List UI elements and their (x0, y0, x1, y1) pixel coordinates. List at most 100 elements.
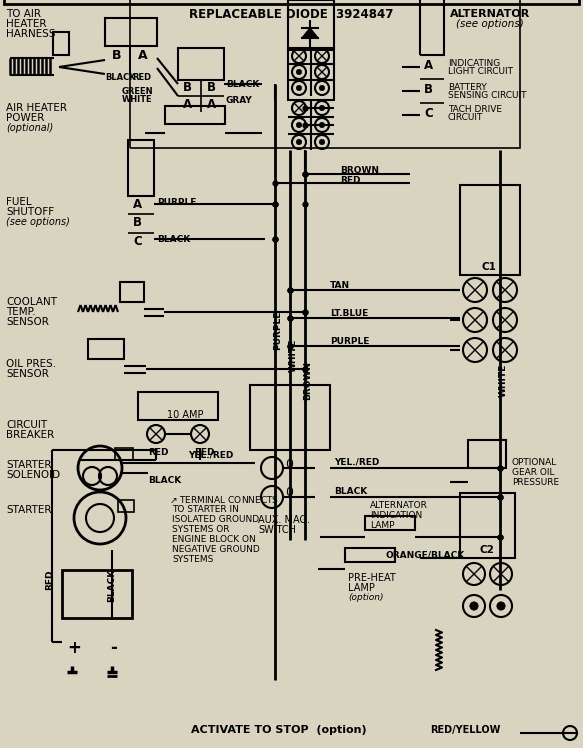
Text: 0: 0 (285, 486, 293, 500)
Text: 0: 0 (285, 458, 293, 470)
Bar (345, 548, 395, 562)
Text: BREAKER: BREAKER (6, 430, 54, 440)
Text: YEL./RED: YEL./RED (334, 458, 380, 467)
Text: RED: RED (340, 176, 360, 185)
Text: WHITE: WHITE (289, 338, 297, 372)
Text: LIGHT CIRCUIT: LIGHT CIRCUIT (448, 67, 513, 76)
Text: -: - (111, 639, 117, 657)
Text: SENSOR: SENSOR (6, 369, 49, 379)
Text: TACH DRIVE: TACH DRIVE (448, 105, 502, 114)
Text: INDICATING: INDICATING (448, 58, 500, 67)
Text: BLACK: BLACK (105, 73, 136, 82)
Text: BATTERY: BATTERY (448, 82, 487, 91)
Text: BLACK: BLACK (334, 488, 367, 497)
Text: OPTIONAL: OPTIONAL (512, 458, 557, 467)
Text: ALTERNATOR: ALTERNATOR (450, 9, 530, 19)
Bar (53, 32, 69, 55)
Text: C2: C2 (480, 545, 495, 555)
Text: ENGINE BLOCK ON: ENGINE BLOCK ON (172, 536, 256, 545)
Text: GEAR OIL: GEAR OIL (512, 468, 554, 476)
Text: A: A (183, 97, 192, 111)
Text: HEATER: HEATER (6, 19, 47, 29)
Circle shape (497, 602, 505, 610)
Bar (118, 500, 134, 512)
Text: RED: RED (194, 447, 215, 456)
Text: STARTER: STARTER (6, 505, 51, 515)
Text: OIL PRES.: OIL PRES. (6, 359, 56, 369)
Text: TEMP.: TEMP. (6, 307, 36, 317)
Text: LT.BLUE: LT.BLUE (330, 308, 368, 317)
Text: B: B (112, 49, 121, 61)
Bar (250, 385, 330, 450)
Text: ISOLATED GROUND: ISOLATED GROUND (172, 515, 259, 524)
Text: LAMP: LAMP (348, 583, 375, 593)
Text: CIRCUIT: CIRCUIT (448, 112, 483, 121)
Text: AUX. MAG.: AUX. MAG. (258, 515, 310, 525)
Text: B: B (424, 82, 433, 96)
Text: SHUTOFF: SHUTOFF (6, 207, 54, 217)
Text: SYSTEMS OR: SYSTEMS OR (172, 526, 230, 535)
Text: SENSOR: SENSOR (6, 317, 49, 327)
Text: STARTER: STARTER (6, 460, 51, 470)
Bar (120, 282, 144, 302)
Bar (178, 48, 224, 80)
Text: B: B (207, 81, 216, 94)
Bar (130, 0, 520, 148)
Text: FUEL: FUEL (6, 197, 31, 207)
Text: BROWN: BROWN (304, 361, 312, 399)
Text: RED/YELLOW: RED/YELLOW (430, 725, 500, 735)
Bar (88, 339, 124, 359)
Text: BLACK: BLACK (157, 235, 190, 244)
Text: WHITE: WHITE (498, 364, 507, 396)
Text: SENSING CIRCUIT: SENSING CIRCUIT (448, 91, 526, 99)
Text: PRE-HEAT: PRE-HEAT (348, 573, 396, 583)
Circle shape (296, 70, 301, 75)
Bar (165, 106, 225, 124)
Text: HARNESS: HARNESS (6, 29, 55, 39)
Text: BLACK: BLACK (107, 568, 117, 601)
Circle shape (296, 85, 301, 91)
Circle shape (319, 123, 325, 128)
Text: REPLACEABLE DIODE  3924847: REPLACEABLE DIODE 3924847 (189, 7, 393, 20)
Text: 10 AMP: 10 AMP (167, 410, 203, 420)
Circle shape (319, 139, 325, 144)
Text: GREEN: GREEN (122, 87, 154, 96)
Polygon shape (302, 28, 318, 38)
Text: ALTERNATOR: ALTERNATOR (370, 501, 428, 510)
Circle shape (296, 123, 301, 128)
Text: ORANGE/BLACK: ORANGE/BLACK (385, 551, 464, 560)
Circle shape (319, 85, 325, 91)
Bar (460, 493, 515, 558)
Circle shape (319, 105, 325, 111)
Bar (468, 440, 506, 468)
Text: PRESSURE: PRESSURE (512, 477, 559, 486)
Text: WHITE: WHITE (122, 94, 153, 103)
Text: (option): (option) (348, 593, 384, 602)
Text: CIRCUIT: CIRCUIT (6, 420, 47, 430)
Text: TO AIR: TO AIR (6, 9, 41, 19)
Text: SOLENOID: SOLENOID (6, 470, 60, 480)
Text: C: C (424, 106, 433, 120)
Circle shape (470, 602, 478, 610)
Bar (105, 18, 157, 46)
Text: INDICATION: INDICATION (370, 512, 422, 521)
Text: PURPLE: PURPLE (330, 337, 370, 346)
Text: PURPLE: PURPLE (157, 197, 196, 206)
Text: BROWN: BROWN (340, 165, 379, 174)
Text: B: B (183, 81, 192, 94)
Text: A: A (138, 49, 147, 61)
Bar (365, 516, 415, 530)
Bar (288, 0, 334, 48)
Text: (see options): (see options) (6, 217, 70, 227)
Bar (128, 140, 154, 196)
Text: RED: RED (148, 447, 168, 456)
Text: SWITCH: SWITCH (258, 525, 296, 535)
Text: BLACK: BLACK (226, 79, 259, 88)
Bar (62, 570, 132, 618)
Bar (138, 392, 218, 420)
Text: BLACK: BLACK (148, 476, 181, 485)
Text: +: + (67, 639, 81, 657)
Circle shape (296, 139, 301, 144)
Text: B: B (133, 215, 142, 228)
Text: AIR HEATER: AIR HEATER (6, 103, 67, 113)
